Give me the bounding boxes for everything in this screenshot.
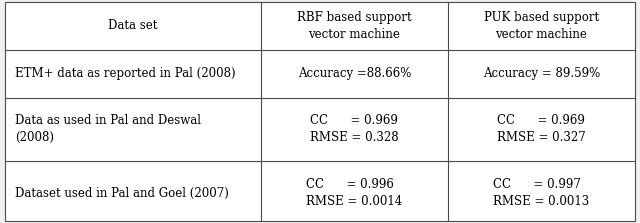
Text: CC      = 0.997
RMSE = 0.0013: CC = 0.997 RMSE = 0.0013 bbox=[493, 178, 589, 208]
Text: ETM+ data as reported in Pal (2008): ETM+ data as reported in Pal (2008) bbox=[15, 67, 236, 80]
Text: Data set: Data set bbox=[108, 19, 157, 32]
Text: CC      = 0.996
RMSE = 0.0014: CC = 0.996 RMSE = 0.0014 bbox=[307, 178, 403, 208]
Text: CC      = 0.969
RMSE = 0.327: CC = 0.969 RMSE = 0.327 bbox=[497, 114, 586, 145]
Text: Accuracy =88.66%: Accuracy =88.66% bbox=[298, 67, 411, 80]
Text: PUK based support
vector machine: PUK based support vector machine bbox=[484, 11, 599, 41]
Text: Data as used in Pal and Deswal
(2008): Data as used in Pal and Deswal (2008) bbox=[15, 114, 201, 145]
Text: CC      = 0.969
RMSE = 0.328: CC = 0.969 RMSE = 0.328 bbox=[310, 114, 399, 145]
Text: RBF based support
vector machine: RBF based support vector machine bbox=[297, 11, 412, 41]
Text: Accuracy = 89.59%: Accuracy = 89.59% bbox=[483, 67, 600, 80]
Text: Dataset used in Pal and Goel (2007): Dataset used in Pal and Goel (2007) bbox=[15, 186, 228, 200]
